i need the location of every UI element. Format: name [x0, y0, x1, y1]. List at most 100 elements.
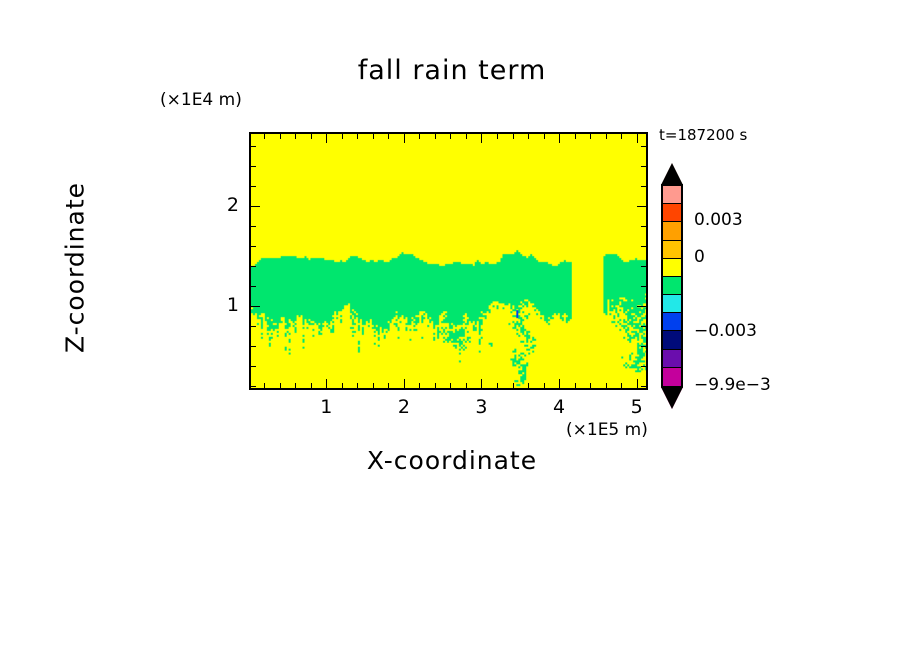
axis-tick	[641, 166, 646, 167]
axis-tick	[251, 166, 256, 167]
timestamp-annotation: t=187200 s	[659, 126, 748, 144]
axis-tick	[543, 134, 545, 139]
axis-tick	[621, 134, 623, 139]
axis-tick	[251, 266, 256, 267]
axis-tick	[251, 306, 260, 307]
axis-tick	[326, 379, 328, 388]
axis-tick	[528, 134, 530, 139]
axis-tick	[251, 326, 256, 327]
axis-tick	[590, 134, 592, 139]
axis-tick	[450, 383, 452, 388]
axis-tick	[590, 383, 592, 388]
axis-tick	[497, 383, 498, 388]
colorbar-label: 0.003	[694, 210, 743, 231]
colorbar-band-orange	[663, 222, 681, 241]
plot-area	[249, 132, 648, 390]
colorbar-bands	[661, 184, 683, 388]
axis-tick	[465, 134, 467, 139]
axis-tick	[528, 383, 530, 388]
axis-tick	[481, 379, 483, 388]
axis-tick	[636, 379, 638, 388]
axis-tick	[543, 383, 545, 388]
colorbar-band-amber	[663, 240, 681, 259]
axis-tick	[637, 306, 646, 307]
axis-tick	[641, 286, 646, 287]
axis-tick	[388, 383, 390, 388]
axis-tick	[279, 134, 281, 139]
axis-tick	[251, 146, 256, 147]
colorbar-band-navy	[663, 331, 681, 350]
y-tick-label: 2	[226, 194, 239, 216]
axis-tick	[450, 134, 452, 139]
axis-tick	[264, 134, 266, 139]
axis-tick	[637, 206, 646, 207]
chart-title: fall rain term	[357, 55, 547, 86]
colorbar-band-spring-green	[663, 276, 681, 296]
axis-tick	[574, 383, 576, 388]
axis-tick	[621, 383, 623, 388]
axis-tick	[295, 134, 297, 139]
axis-tick	[341, 134, 343, 139]
axis-tick	[326, 134, 328, 143]
axis-tick	[465, 383, 467, 388]
axis-tick	[481, 134, 483, 143]
axis-tick	[372, 383, 374, 388]
colorbar-label: −0.003	[694, 321, 757, 342]
colorbar-band-blue	[663, 313, 681, 332]
axis-tick	[264, 383, 266, 388]
axis-tick	[251, 286, 256, 287]
x-tick-label: 1	[320, 396, 333, 418]
x-axis-unit-label: (×1E5 m)	[566, 420, 648, 440]
axis-tick	[605, 134, 607, 139]
y-axis-title: Z-coordinate	[60, 181, 90, 354]
x-tick-label: 4	[553, 396, 566, 418]
x-tick-label: 5	[630, 396, 643, 418]
axis-tick	[641, 146, 646, 147]
axis-tick	[641, 346, 646, 347]
colorbar-bottom-arrow	[661, 387, 683, 409]
axis-tick	[512, 134, 514, 139]
axis-tick	[251, 386, 256, 387]
axis-tick	[641, 386, 646, 387]
x-tick-label: 2	[397, 396, 410, 418]
axis-tick	[341, 383, 343, 388]
axis-tick	[574, 134, 576, 139]
colorbar-label: 0	[694, 247, 705, 268]
y-axis-unit-label: (×1E4 m)	[160, 90, 242, 110]
y-tick-label: 1	[226, 294, 239, 316]
axis-tick	[251, 226, 256, 227]
axis-tick	[251, 186, 256, 187]
axis-tick	[279, 383, 281, 388]
axis-tick	[310, 134, 312, 139]
axis-tick	[251, 366, 256, 367]
colorbar-top-arrow	[661, 163, 683, 185]
axis-tick	[403, 134, 405, 143]
axis-tick	[434, 134, 436, 139]
axis-tick	[419, 383, 421, 388]
axis-tick	[605, 383, 607, 388]
axis-tick	[434, 383, 436, 388]
axis-tick	[372, 134, 374, 139]
colorbar-band-magenta	[663, 367, 681, 386]
axis-tick	[310, 383, 312, 388]
axis-tick	[357, 134, 359, 139]
colorbar-band-orange-red	[663, 204, 681, 223]
axis-tick	[559, 379, 561, 388]
axis-tick	[641, 246, 646, 247]
axis-tick	[559, 134, 561, 143]
axis-tick	[641, 186, 646, 187]
x-tick-label: 3	[475, 396, 488, 418]
colorbar-arrow-outline	[661, 387, 683, 409]
axis-tick	[512, 383, 514, 388]
axis-tick	[641, 366, 646, 367]
axis-tick	[251, 206, 260, 207]
axis-tick	[357, 383, 359, 388]
axis-tick	[419, 134, 421, 139]
colorbar-band-cyan	[663, 295, 681, 314]
colorbar	[661, 163, 683, 409]
colorbar-band-yellow	[663, 258, 681, 277]
axis-tick	[388, 134, 390, 139]
axis-tick	[636, 134, 638, 143]
axis-tick	[295, 383, 297, 388]
axis-tick	[251, 246, 256, 247]
